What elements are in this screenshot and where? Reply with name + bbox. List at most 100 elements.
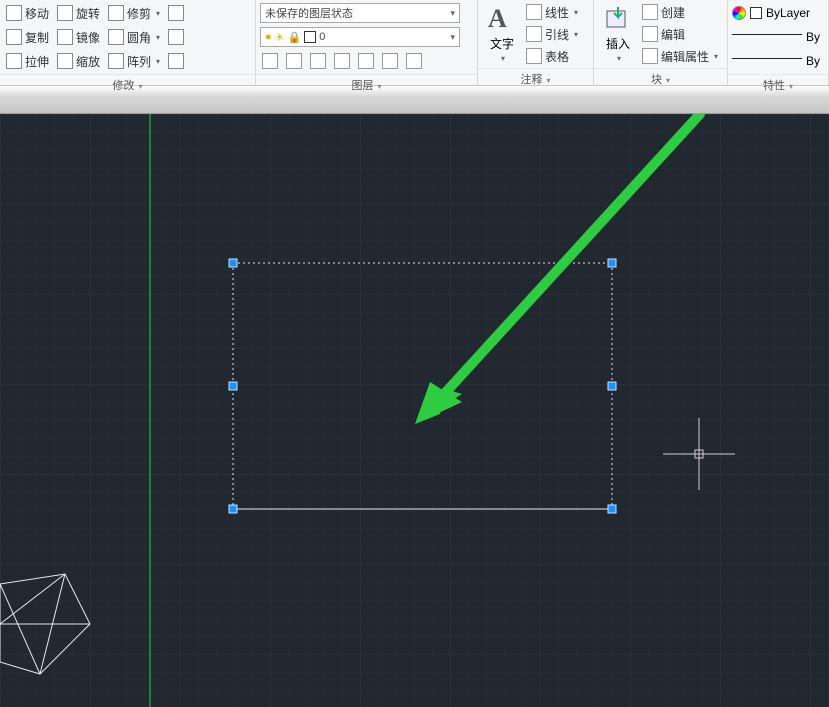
lineweight-label: By — [806, 30, 820, 44]
move-label: 移动 — [25, 5, 49, 22]
move-button[interactable]: 移动 — [4, 3, 51, 23]
panel-modify-title: 修改 — [0, 74, 255, 97]
grip[interactable] — [229, 505, 238, 514]
panel-block: 插入 ▾ 创建 编辑 编辑属性▾ 块 — [594, 0, 728, 85]
panel-block-title: 块 — [594, 68, 727, 91]
panel-layers: 未保存的图层状态 ▾ ● ☀ 🔒 0 ▾ — [256, 0, 478, 85]
stretch-button[interactable]: 拉伸 — [4, 51, 51, 71]
copy-button[interactable]: 复制 — [4, 27, 51, 47]
layer-icon — [286, 53, 302, 69]
leader-button[interactable]: 引线▾ — [524, 24, 580, 44]
scale-icon — [57, 53, 73, 69]
edit-icon — [642, 26, 658, 42]
rotate-button[interactable]: 旋转 — [55, 3, 102, 23]
rotate-label: 旋转 — [76, 5, 100, 22]
layer-name: 0 — [319, 31, 325, 43]
stretch-icon — [6, 53, 22, 69]
layer-tool2[interactable] — [284, 51, 304, 71]
editattr-button[interactable]: 编辑属性▾ — [640, 46, 720, 66]
scale-label: 缩放 — [76, 53, 100, 70]
linetype-sample[interactable] — [732, 58, 802, 70]
panel-properties-title: 特性 — [728, 74, 828, 97]
extra3-button[interactable] — [166, 51, 186, 71]
mirror-icon — [57, 29, 73, 45]
fillet-label: 圆角 — [127, 29, 151, 46]
text-label: 文字 — [490, 35, 514, 52]
bylayer-label: ByLayer — [766, 6, 810, 20]
layer-tool4[interactable] — [332, 51, 352, 71]
layer-icon — [406, 53, 422, 69]
fillet-button[interactable]: 圆角▾ — [106, 27, 162, 47]
mirror-label: 镜像 — [76, 29, 100, 46]
table-icon — [526, 48, 542, 64]
grip[interactable] — [608, 505, 617, 514]
sun-icon: ☀ — [275, 31, 285, 44]
color-swatch[interactable] — [732, 6, 746, 20]
extra-icon — [168, 5, 184, 21]
panel-layers-title: 图层 — [256, 74, 477, 97]
bulb-icon: ● — [265, 31, 272, 43]
insert-label: 插入 — [606, 35, 630, 52]
layer-tool7[interactable] — [404, 51, 424, 71]
insert-button[interactable]: 插入 ▾ — [598, 2, 638, 66]
grip[interactable] — [229, 382, 238, 391]
lock-icon: 🔒 — [288, 31, 302, 44]
grip[interactable] — [608, 259, 617, 268]
drawing-canvas[interactable] — [0, 114, 829, 707]
layer-icon — [334, 53, 350, 69]
text-button[interactable]: A 文字 ▾ — [482, 2, 522, 66]
chevron-down-icon: ▾ — [450, 8, 455, 19]
stretch-label: 拉伸 — [25, 53, 49, 70]
leader-icon — [526, 26, 542, 42]
insert-icon — [604, 5, 632, 33]
panel-properties: ByLayer By By 特性 — [728, 0, 829, 85]
layer-state-value: 未保存的图层状态 — [265, 5, 353, 21]
panel-annotate-title: 注释 — [478, 68, 593, 91]
linetype-label: By — [806, 54, 820, 68]
layer-state-combo[interactable]: 未保存的图层状态 ▾ — [260, 3, 460, 23]
panel-annotate: A 文字 ▾ 线性▾ 引线▾ 表格 注释 — [478, 0, 594, 85]
linetype-button[interactable]: 线性▾ — [524, 2, 580, 22]
text-icon: A — [488, 5, 516, 33]
create-button[interactable]: 创建 — [640, 2, 720, 22]
array-label: 阵列 — [127, 53, 151, 70]
array-icon — [108, 53, 124, 69]
copy-icon — [6, 29, 22, 45]
table-button[interactable]: 表格 — [524, 46, 580, 66]
extra2-button[interactable] — [166, 27, 186, 47]
extra1-button[interactable] — [166, 3, 186, 23]
edit-button[interactable]: 编辑 — [640, 24, 720, 44]
layer-tool6[interactable] — [380, 51, 400, 71]
grip[interactable] — [608, 382, 617, 391]
move-icon — [6, 5, 22, 21]
rotate-icon — [57, 5, 73, 21]
extra-icon — [168, 53, 184, 69]
array-button[interactable]: 阵列▾ — [106, 51, 162, 71]
bylayer-color — [750, 7, 762, 19]
layer-tool5[interactable] — [356, 51, 376, 71]
layer-icon — [310, 53, 326, 69]
ribbon: 移动 旋转 修剪▾ 复制 镜像 圆角▾ 拉伸 缩放 阵列▾ 修改 — [0, 0, 829, 86]
layer-tool3[interactable] — [308, 51, 328, 71]
canvas-svg — [0, 114, 829, 707]
trim-button[interactable]: 修剪▾ — [106, 3, 162, 23]
create-icon — [642, 4, 658, 20]
lineweight-sample[interactable] — [732, 34, 802, 46]
layer-icon — [382, 53, 398, 69]
layer-combo[interactable]: ● ☀ 🔒 0 ▾ — [260, 27, 460, 47]
chevron-down-icon: ▾ — [450, 32, 455, 43]
trim-label: 修剪 — [127, 5, 151, 22]
layer-color-swatch — [304, 31, 316, 43]
fillet-icon — [108, 29, 124, 45]
grip[interactable] — [229, 259, 238, 268]
panel-modify: 移动 旋转 修剪▾ 复制 镜像 圆角▾ 拉伸 缩放 阵列▾ 修改 — [0, 0, 256, 85]
extra-icon — [168, 29, 184, 45]
layer-icon — [262, 53, 278, 69]
copy-label: 复制 — [25, 29, 49, 46]
layer-tool1[interactable] — [260, 51, 280, 71]
dim-icon — [526, 4, 542, 20]
layer-icon — [358, 53, 374, 69]
mirror-button[interactable]: 镜像 — [55, 27, 102, 47]
editattr-icon — [642, 48, 658, 64]
scale-button[interactable]: 缩放 — [55, 51, 102, 71]
